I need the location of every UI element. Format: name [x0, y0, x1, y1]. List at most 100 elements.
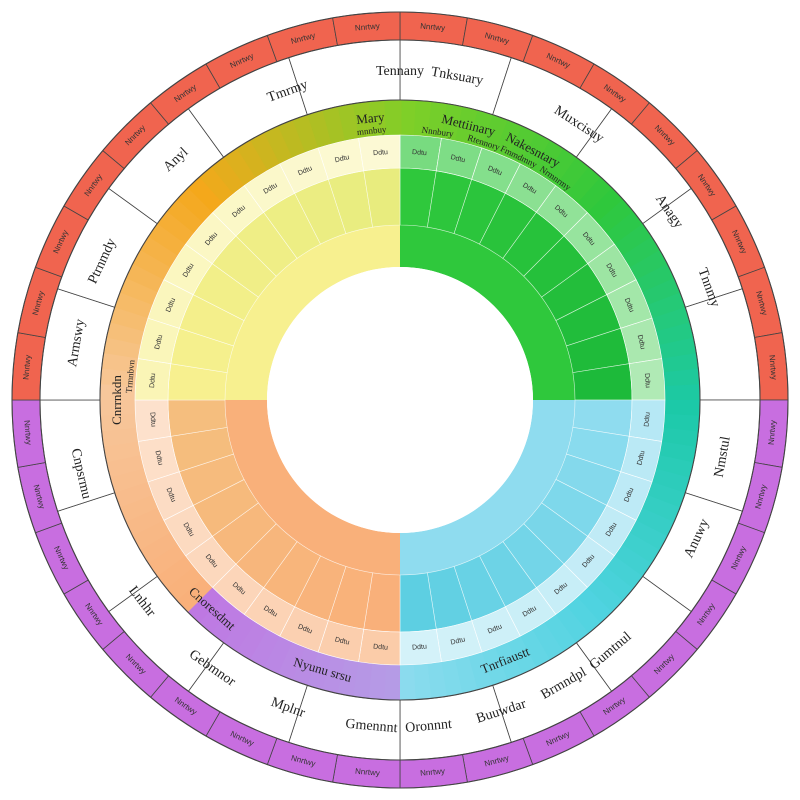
outer-band-text: Nnrtwy	[767, 355, 778, 381]
quadrant-inner	[225, 225, 400, 400]
quadrant-cell-text: Ddtu	[636, 334, 646, 350]
quadrant-cell-text: Ddtu	[154, 334, 164, 350]
season-ring-segment	[156, 554, 195, 589]
season-label: Cnrrnkdn	[109, 375, 124, 425]
season-ring-segment	[110, 305, 149, 332]
season-ring-segment	[177, 186, 214, 223]
season-ring-segment	[100, 412, 137, 432]
quadrant-inner	[400, 225, 575, 400]
season-ring-segment	[652, 307, 691, 333]
season-ring-segment	[222, 613, 256, 652]
season-ring-segment	[507, 125, 538, 165]
season-ring-segment	[621, 532, 660, 565]
season-ring-segment	[236, 139, 269, 178]
season-ring-segment	[109, 467, 148, 493]
season-ring-segment	[353, 101, 374, 139]
quadrant-cell-text: Ddtu	[636, 450, 646, 466]
quadrant-cell-text: Ddtu	[148, 412, 156, 427]
season-ring-segment	[114, 291, 154, 319]
month-label: Tennany	[376, 64, 424, 79]
season-ring-segment	[103, 440, 141, 463]
small-label: mnnbuy	[356, 124, 387, 137]
ring-outline	[39, 39, 761, 761]
season-ring-segment	[481, 114, 509, 154]
season-ring-segment	[565, 596, 601, 635]
quadrant-cell-text: Ddtu	[412, 149, 427, 157]
season-ring-segment	[337, 103, 360, 141]
season-ring-segment	[566, 166, 602, 204]
quadrant-cell-text: Ddtu	[644, 412, 652, 427]
ring-outline	[99, 99, 701, 701]
quadrant-cell-text: Ddtu	[450, 636, 466, 646]
season-ring-segment	[101, 426, 139, 447]
season-ring-segment	[614, 223, 653, 257]
season-ring-segment	[250, 131, 281, 171]
season-ring-segment	[209, 605, 245, 643]
quadrant-cell-text: Ddtu	[334, 636, 350, 646]
season-ring-segment	[651, 468, 690, 495]
season-ring-segment	[622, 236, 661, 269]
small-label: Nnnbury	[421, 125, 455, 139]
season-ring-segment	[262, 635, 293, 675]
season-ring-segment	[119, 276, 159, 306]
season-ring-segment	[382, 664, 400, 700]
season-ring-segment	[555, 157, 591, 195]
season-ring-segment	[641, 494, 681, 524]
quadrant-inner	[400, 400, 575, 575]
season-ring-segment	[412, 663, 432, 700]
season-ring-segment	[544, 148, 578, 187]
quadrant-cell-text: Ddtu	[643, 373, 651, 388]
season-ring-segment	[576, 587, 613, 624]
outer-band-text: Nnrtwy	[355, 21, 381, 32]
season-ring-segment	[655, 455, 694, 480]
season-ring-segment	[586, 577, 623, 614]
season-ring-segment	[276, 641, 306, 681]
season-ring-segment	[211, 156, 246, 195]
season-ring-segment	[99, 398, 136, 416]
quadrant-cell-text: Ddtu	[149, 373, 157, 388]
season-ring-segment	[577, 177, 614, 214]
season-ring-segment	[165, 565, 204, 601]
season-ring-segment	[642, 277, 681, 307]
outer-band-text: Nnrtwy	[767, 420, 778, 446]
season-ring-segment	[119, 493, 158, 523]
season-ring-segment	[398, 664, 416, 701]
month-label: Oronnnt	[405, 717, 453, 736]
season-ring-segment	[198, 596, 234, 634]
season-ring-segment	[455, 106, 480, 145]
ring-dividers	[11, 11, 789, 789]
season-ring-segment	[223, 147, 257, 186]
season-ring-segment	[132, 248, 172, 280]
season-ring-segment	[100, 367, 137, 387]
season-ring-segment	[131, 519, 171, 550]
outer-band-text: Nnrtwy	[22, 420, 33, 446]
season-ring-segment	[613, 544, 652, 578]
season-ring-segment	[646, 481, 686, 509]
season-ring-segment	[629, 250, 669, 281]
season-ring-segment	[663, 368, 700, 388]
season-ring-segment	[480, 647, 508, 686]
season-ring-segment	[140, 235, 179, 268]
season-ring-segment	[663, 413, 700, 433]
season-ring-segment	[114, 480, 153, 508]
season-ring-segment	[248, 628, 280, 668]
season-ring-segment	[554, 605, 589, 644]
season-ring-segment	[661, 353, 699, 374]
season-ring-segment	[148, 222, 187, 256]
season-ring-segment	[636, 263, 675, 294]
month-label: Nmstul	[712, 435, 734, 478]
outer-band-text: Nnrtwy	[355, 767, 381, 778]
season-ring-segment	[605, 211, 644, 246]
season-ring-segment	[532, 140, 565, 179]
ring-outline	[11, 11, 789, 789]
season-ring-segment	[543, 614, 577, 653]
month-label: Gmennnt	[345, 717, 398, 736]
season-ring-segment	[277, 119, 307, 158]
season-ring-segment	[400, 100, 418, 136]
season-ring-segment	[506, 636, 537, 675]
season-ring-segment	[384, 99, 402, 136]
season-ring-segment	[199, 165, 235, 204]
season-ring-segment	[494, 119, 524, 159]
season-ring-segment	[647, 292, 686, 320]
center-hub	[267, 267, 533, 533]
